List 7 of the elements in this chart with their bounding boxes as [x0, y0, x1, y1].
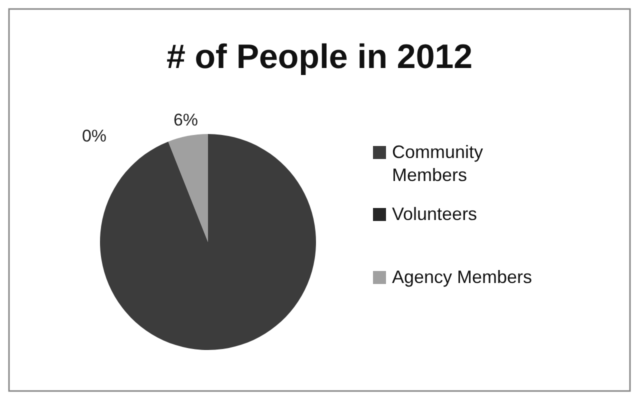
text: 0% — [82, 126, 107, 146]
data-label: 6% — [173, 110, 198, 130]
chart-title: # of People in 2012 — [166, 38, 473, 76]
legend-label: Volunteers — [392, 204, 478, 224]
pie-slice — [168, 134, 208, 242]
legend-label: Agency Members — [392, 267, 532, 287]
legend-label: Community Members — [392, 142, 484, 185]
